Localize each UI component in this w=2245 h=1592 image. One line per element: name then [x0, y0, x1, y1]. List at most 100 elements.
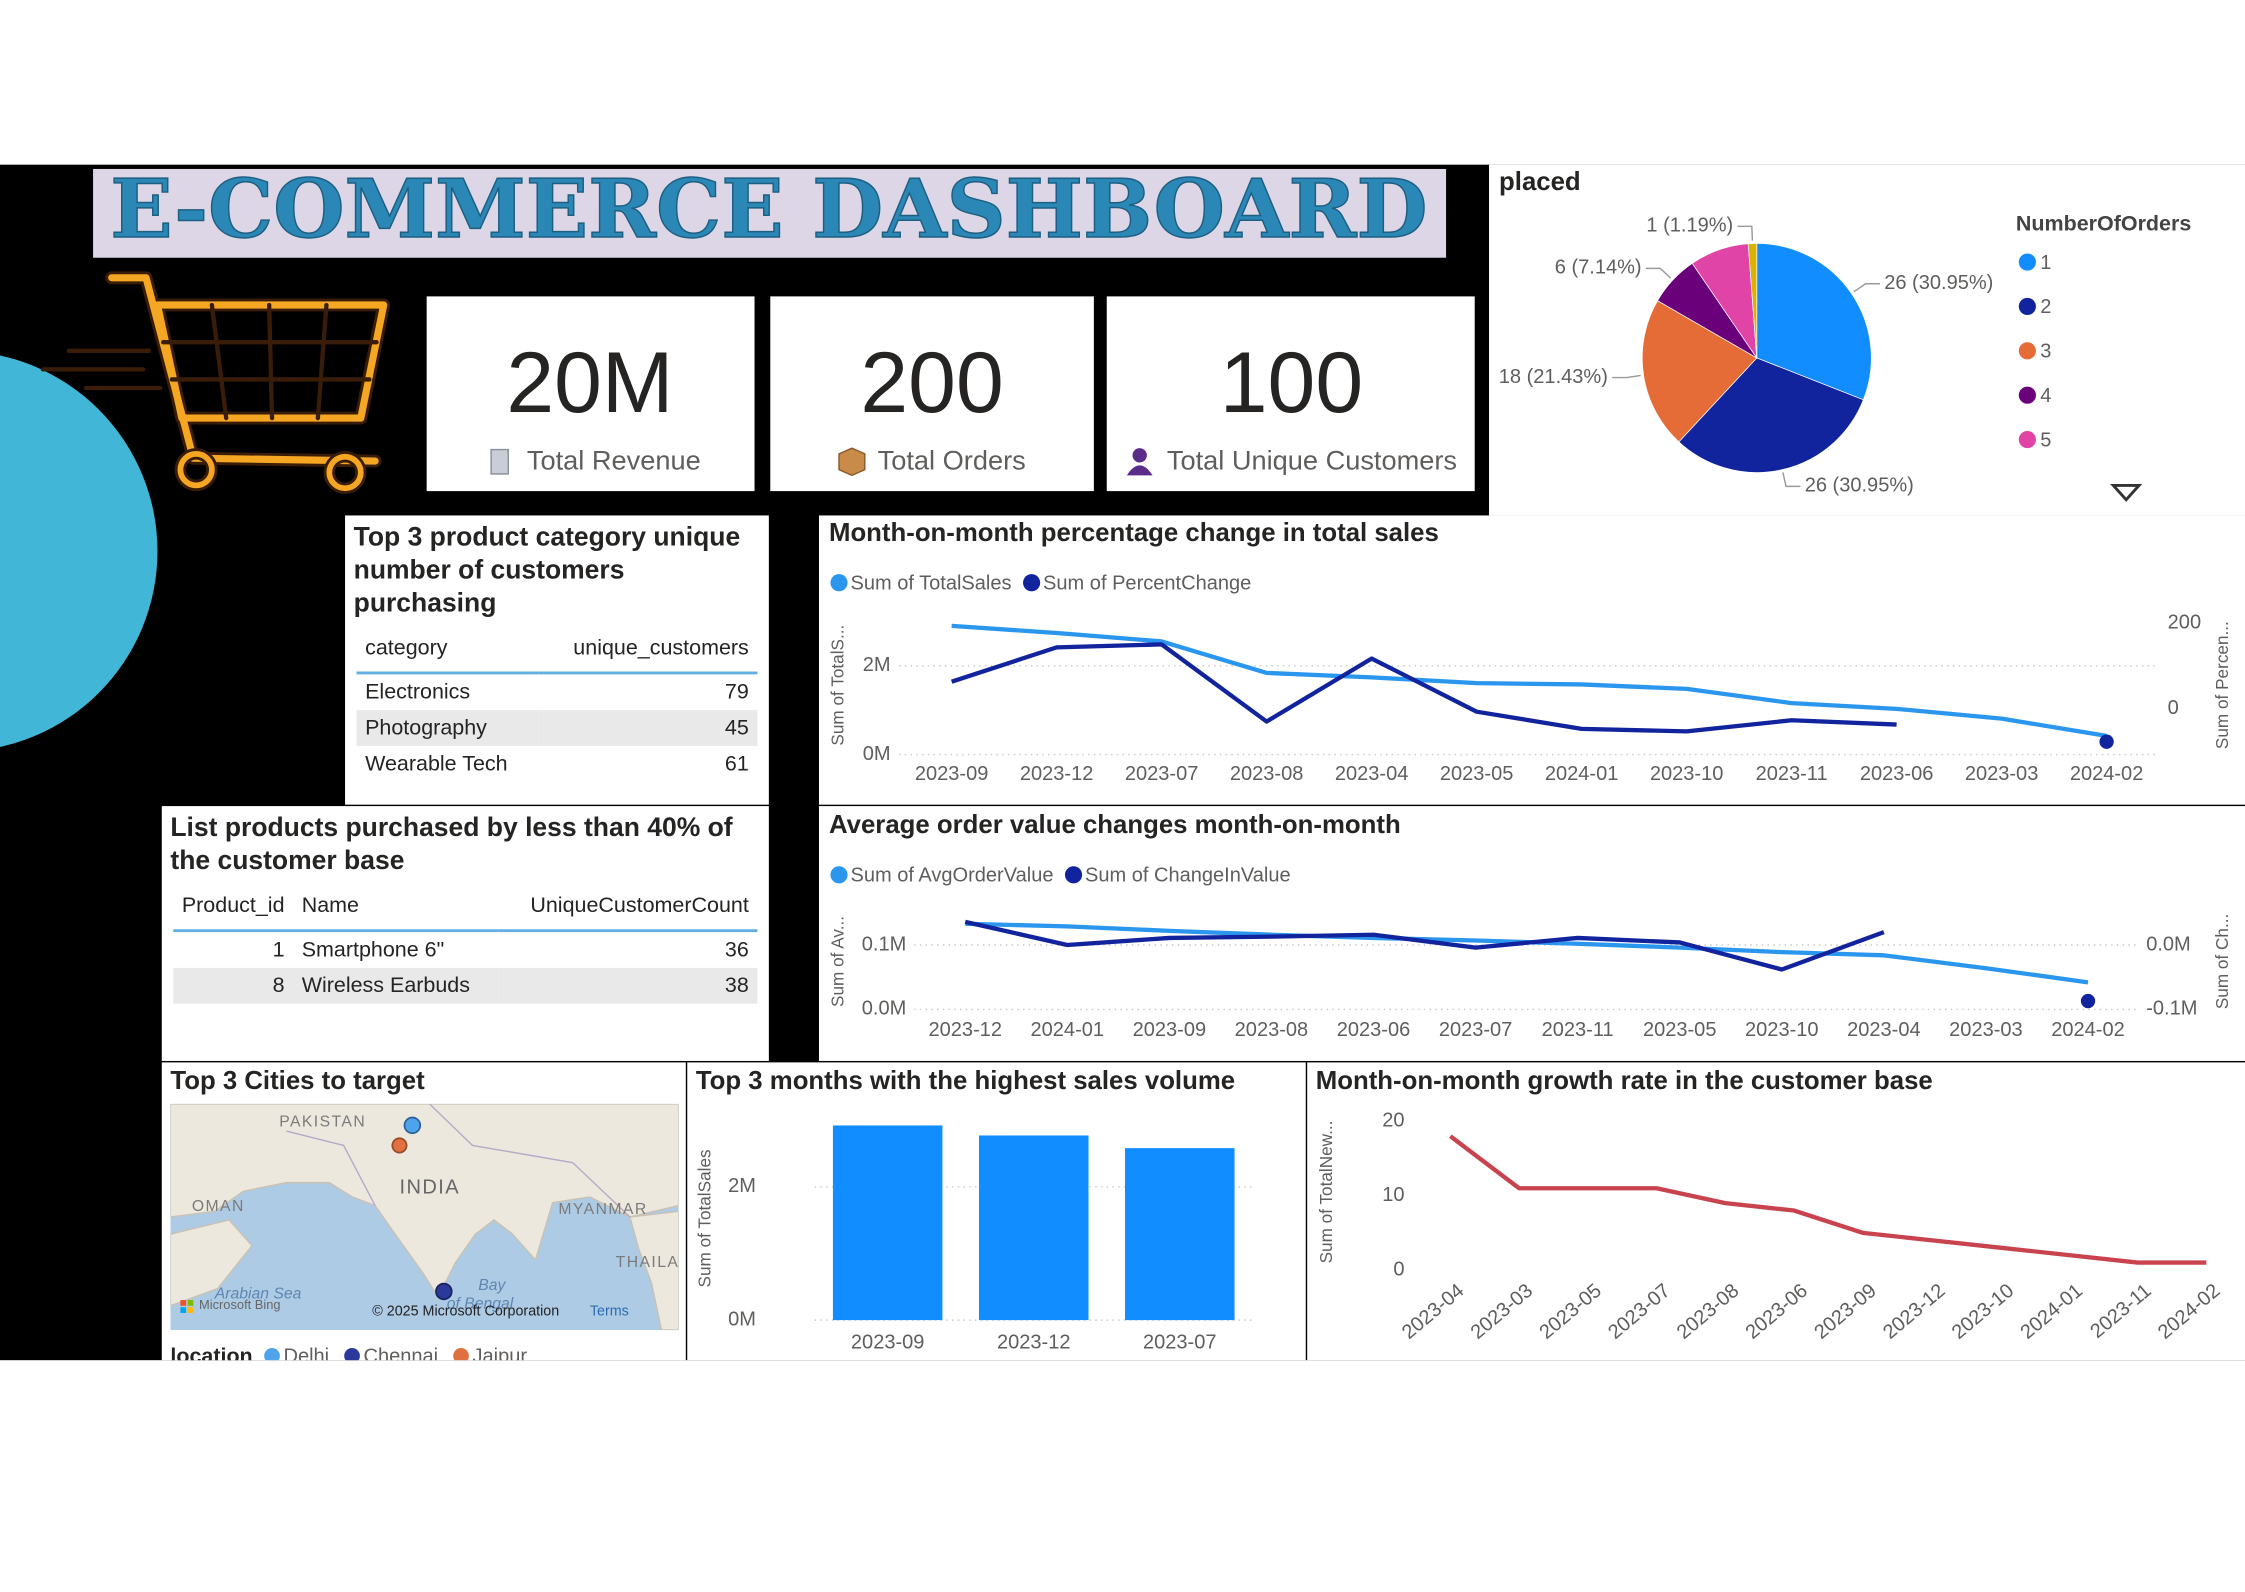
kpi-icon	[490, 448, 509, 475]
pie-slice	[1678, 357, 1864, 473]
table-container: Top 3 product category unique number of …	[345, 515, 769, 781]
x-tick-label: 2023-07	[1439, 1019, 1513, 1041]
map-terms-link[interactable]: Terms	[590, 1303, 629, 1319]
legend-label: Chennai	[364, 1346, 439, 1368]
legend-title: NumberOfOrders	[2016, 211, 2191, 235]
border	[429, 1103, 631, 1218]
kpi-label: Total Unique Customers	[1167, 445, 1457, 476]
column-header[interactable]: category	[356, 629, 539, 675]
cell: 61	[724, 751, 749, 777]
city-marker[interactable]	[403, 1116, 422, 1135]
axis-title: Sum of Ch...	[2212, 914, 2232, 1009]
table-header: category unique_customers	[356, 629, 758, 675]
x-tick-label: 2024-02	[2070, 763, 2144, 785]
legend-marker	[453, 1348, 469, 1361]
cell: Wireless Earbuds	[293, 967, 498, 1004]
y-tick-label: 200	[2168, 611, 2201, 633]
column-header[interactable]: Name	[293, 887, 498, 933]
land	[170, 1103, 679, 1299]
bar	[832, 1125, 943, 1321]
legend-marker	[1023, 574, 1041, 592]
map-legend: location Delhi Chennai Jaipur	[170, 1344, 527, 1368]
pie-slice	[1747, 243, 1758, 358]
point-marker	[2080, 993, 2096, 1009]
map-attribution: © 2025 Microsoft Corporation	[372, 1303, 559, 1319]
table-header: Product_id Name UniqueCustomerCount	[173, 887, 758, 933]
chart-title: Average order value changes month-on-mon…	[829, 811, 1401, 839]
cell: 45	[538, 710, 758, 746]
map-title: Top 3 Cities to target	[170, 1067, 425, 1095]
cell: 36	[724, 937, 749, 963]
x-tick-label: 2023-11	[1756, 763, 1828, 785]
map-place-label: PAKISTAN	[279, 1114, 366, 1131]
kpi-value: 20M	[506, 335, 673, 431]
chart-title: Month-on-month percentage change in tota…	[829, 519, 1439, 547]
y-tick-label: 10	[1382, 1184, 1404, 1206]
kpi-value: 200	[860, 335, 1003, 431]
y-tick-label: 0M	[863, 743, 891, 765]
kpi-icon	[1126, 448, 1153, 476]
pie-slice	[1641, 300, 1758, 443]
land	[170, 1219, 253, 1307]
y-tick-label: 0.1M	[862, 933, 907, 955]
filter-icon[interactable]	[2110, 483, 2143, 502]
y-tick-label: -0.1M	[2146, 998, 2197, 1020]
axis-title: Sum of TotalS...	[828, 625, 848, 746]
table-container: List products purchased by less than 40%…	[162, 806, 769, 1004]
table-row: 1 Smartphone 6" 36	[173, 931, 757, 968]
leader-line	[1612, 374, 1641, 379]
legend-marker	[344, 1348, 360, 1361]
x-tick-label: 2023-10	[1650, 763, 1724, 785]
chart-panel	[818, 515, 2245, 805]
table-panel	[161, 806, 769, 1061]
table: category unique_customers Electronics 79…	[356, 629, 758, 782]
chart-title: Month-on-month growth rate in the custom…	[1316, 1067, 1933, 1095]
x-tick-label: 2023-03	[1949, 1019, 2023, 1041]
column-header[interactable]: Product_id	[173, 887, 294, 933]
map-visual: Top 3 Cities to target PAKISTAN INDIA OM…	[170, 1067, 679, 1368]
land	[629, 1210, 679, 1331]
y-tick-label: 0.0M	[2146, 933, 2191, 955]
cell: 38	[497, 967, 758, 1004]
decor-circle	[0, 355, 158, 748]
legend-label: 2	[2040, 296, 2051, 318]
kpi-value: 100	[1220, 335, 1363, 431]
y-tick-label: 20	[1382, 1110, 1404, 1132]
bar	[1125, 1148, 1235, 1321]
data-label: 6 (7.14%)	[1555, 257, 1642, 279]
cell: Electronics	[365, 680, 471, 705]
x-tick-label: 2023-12	[928, 1019, 1002, 1041]
table-visual: Top 3 product category unique number of …	[345, 515, 769, 781]
title-banner	[93, 168, 1447, 258]
data-label: 18 (21.43%)	[1499, 366, 1608, 388]
chart-panel	[818, 806, 2245, 1061]
legend-marker	[2018, 342, 2036, 360]
axis-title: Sum of Av...	[828, 916, 848, 1007]
map-place-label: OMAN	[192, 1198, 245, 1215]
legend-marker	[2018, 430, 2036, 449]
map-brand: Microsoft Bing	[199, 1297, 281, 1312]
axis-title: Sum of TotalSales	[694, 1149, 714, 1287]
x-tick-label: 2024-01	[1031, 1019, 1105, 1041]
x-tick-label: 2024-02	[2051, 1019, 2125, 1041]
legend-marker	[830, 866, 848, 884]
column-header[interactable]: UniqueCustomerCount	[497, 887, 758, 933]
legend-label: Sum of AvgOrderValue	[850, 865, 1053, 887]
leader-line	[1737, 225, 1754, 241]
city-marker[interactable]	[391, 1137, 408, 1154]
chart-panel	[1307, 1062, 2245, 1361]
axis-title: Sum of TotalNew...	[1316, 1121, 1336, 1264]
x-tick-label: 2023-11	[1542, 1019, 1614, 1041]
table: Product_id Name UniqueCustomerCount 1 Sm…	[173, 887, 758, 1004]
map-place-label: Arabian Sea	[214, 1285, 302, 1302]
city-marker[interactable]	[435, 1282, 453, 1301]
pie-slice	[1756, 243, 1872, 401]
x-tick-label: 2023-09	[851, 1331, 925, 1353]
x-tick-label: 2023-05	[1643, 1019, 1717, 1041]
column-header[interactable]: unique_customers	[538, 629, 758, 675]
x-tick-label: 2023-05	[1440, 763, 1514, 785]
x-tick-label: 2023-04	[1335, 763, 1409, 785]
y-tick-label: 0	[2168, 697, 2179, 719]
x-tick-label: 2023-07	[1143, 1331, 1217, 1353]
x-tick-label: 2023-08	[1235, 1019, 1309, 1041]
